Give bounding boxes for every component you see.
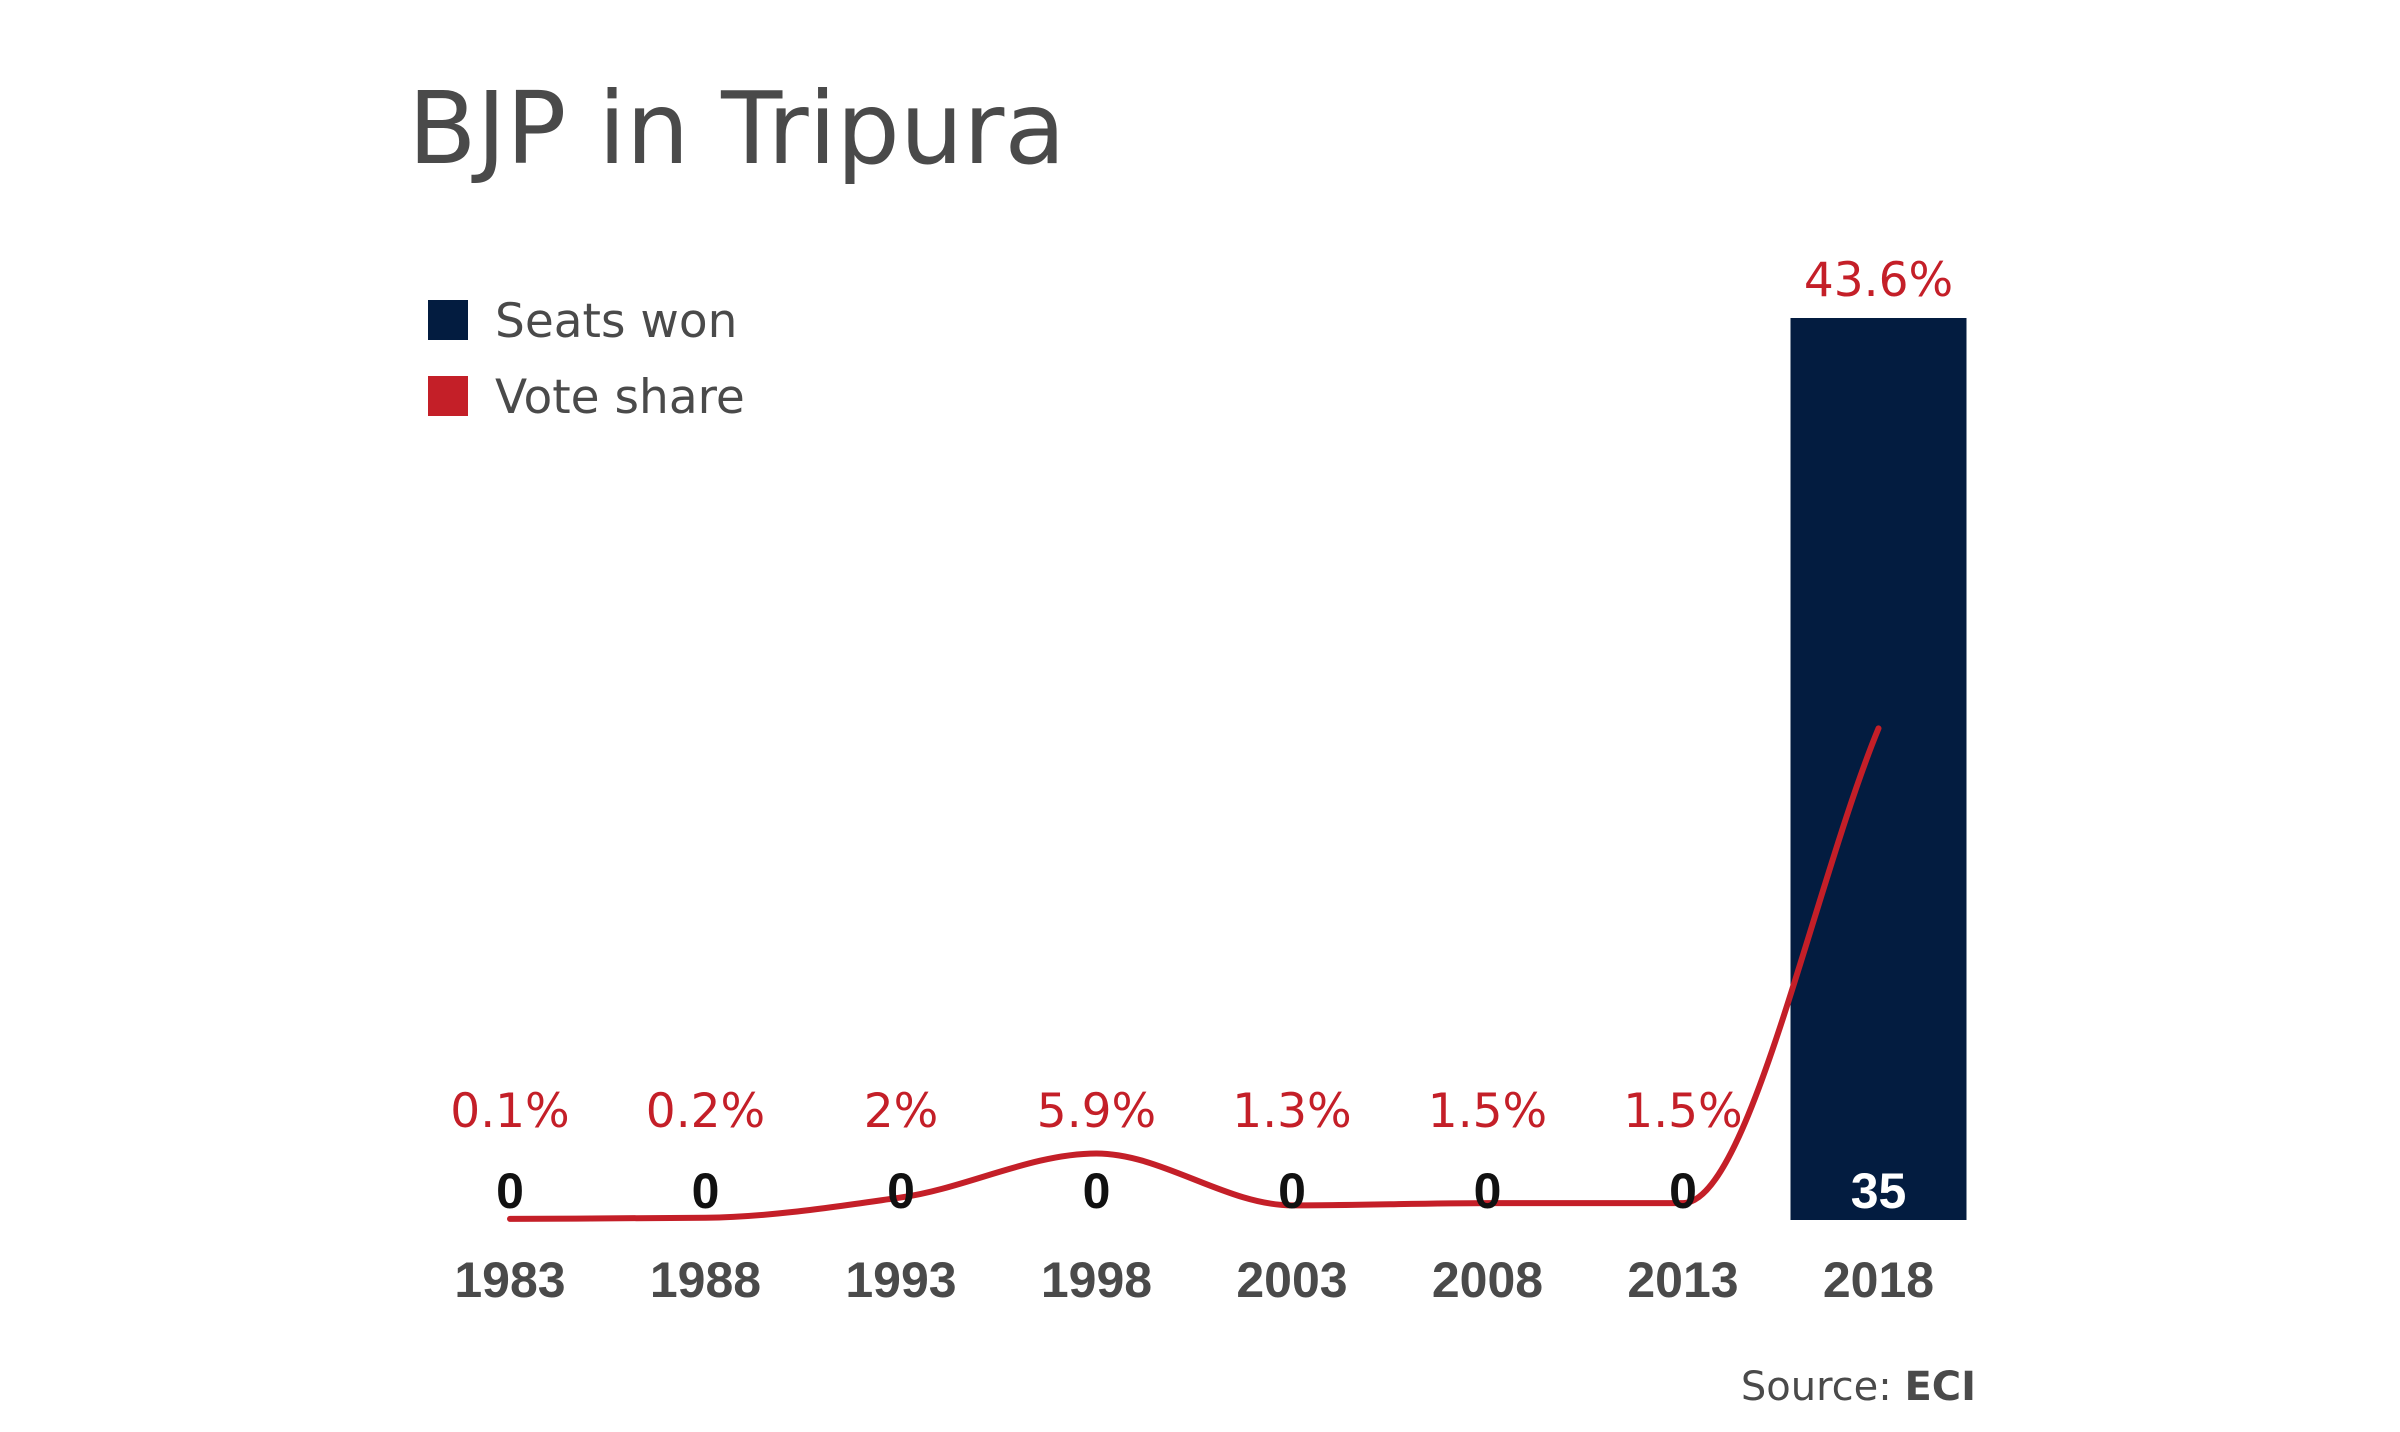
x-tick-label-1983: 1983 [454,1252,565,1308]
seats-label-2018: 35 [1851,1163,1907,1219]
x-tick-label-1988: 1988 [650,1252,761,1308]
x-tick-label-2008: 2008 [1432,1252,1543,1308]
source-note: Source: ECI [1741,1364,1976,1410]
seats-label-2013: 0 [1669,1163,1697,1219]
vote-share-line-layer [507,725,1882,1222]
seats-bars [1790,318,1967,1220]
vote-share-label-2018: 43.6% [1804,253,1953,308]
legend-label-seats-won: Seats won [495,294,737,349]
chart-title: BJP in Tripura [408,70,1066,187]
vote-share-label-2013: 1.5% [1623,1084,1742,1139]
source-prefix: Source: [1741,1364,1905,1410]
x-tick-label-2018: 2018 [1823,1252,1934,1308]
vote-share-label-2003: 1.3% [1232,1084,1351,1139]
seats-label-2003: 0 [1278,1163,1306,1219]
vote-share-line [507,725,1882,1222]
x-tick-label-2003: 2003 [1236,1252,1347,1308]
x-axis: 1983 1988 1993 1998 2003 2008 2013 2018 [454,1252,1934,1308]
x-tick-label-2013: 2013 [1627,1252,1738,1308]
legend: Seats won Vote share [428,294,745,425]
legend-swatch-vote-share [428,376,468,416]
source-name: ECI [1904,1364,1976,1410]
seats-label-1983: 0 [496,1163,524,1219]
legend-swatch-seats-won [428,300,468,340]
vote-share-label-1983: 0.1% [450,1084,569,1139]
seats-label-1998: 0 [1083,1163,1111,1219]
vote-share-label-1988: 0.2% [646,1084,765,1139]
legend-label-vote-share: Vote share [495,370,745,425]
vote-share-label-1998: 5.9% [1037,1084,1156,1139]
seats-label-1988: 0 [692,1163,720,1219]
seats-label-1993: 0 [887,1163,915,1219]
seats-label-2008: 0 [1474,1163,1502,1219]
seats-bar-2018 [1790,318,1967,1220]
vote-share-label-2008: 1.5% [1428,1084,1547,1139]
data-labels: 0.1% 0 0.2% 0 2% 0 5.9% 0 1.3% 0 1.5% 0 1.5% 0 43.6% 35 [450,253,1953,1219]
vote-share-label-1993: 2% [864,1084,939,1139]
x-tick-label-1993: 1993 [845,1252,956,1308]
x-tick-label-1998: 1998 [1041,1252,1152,1308]
